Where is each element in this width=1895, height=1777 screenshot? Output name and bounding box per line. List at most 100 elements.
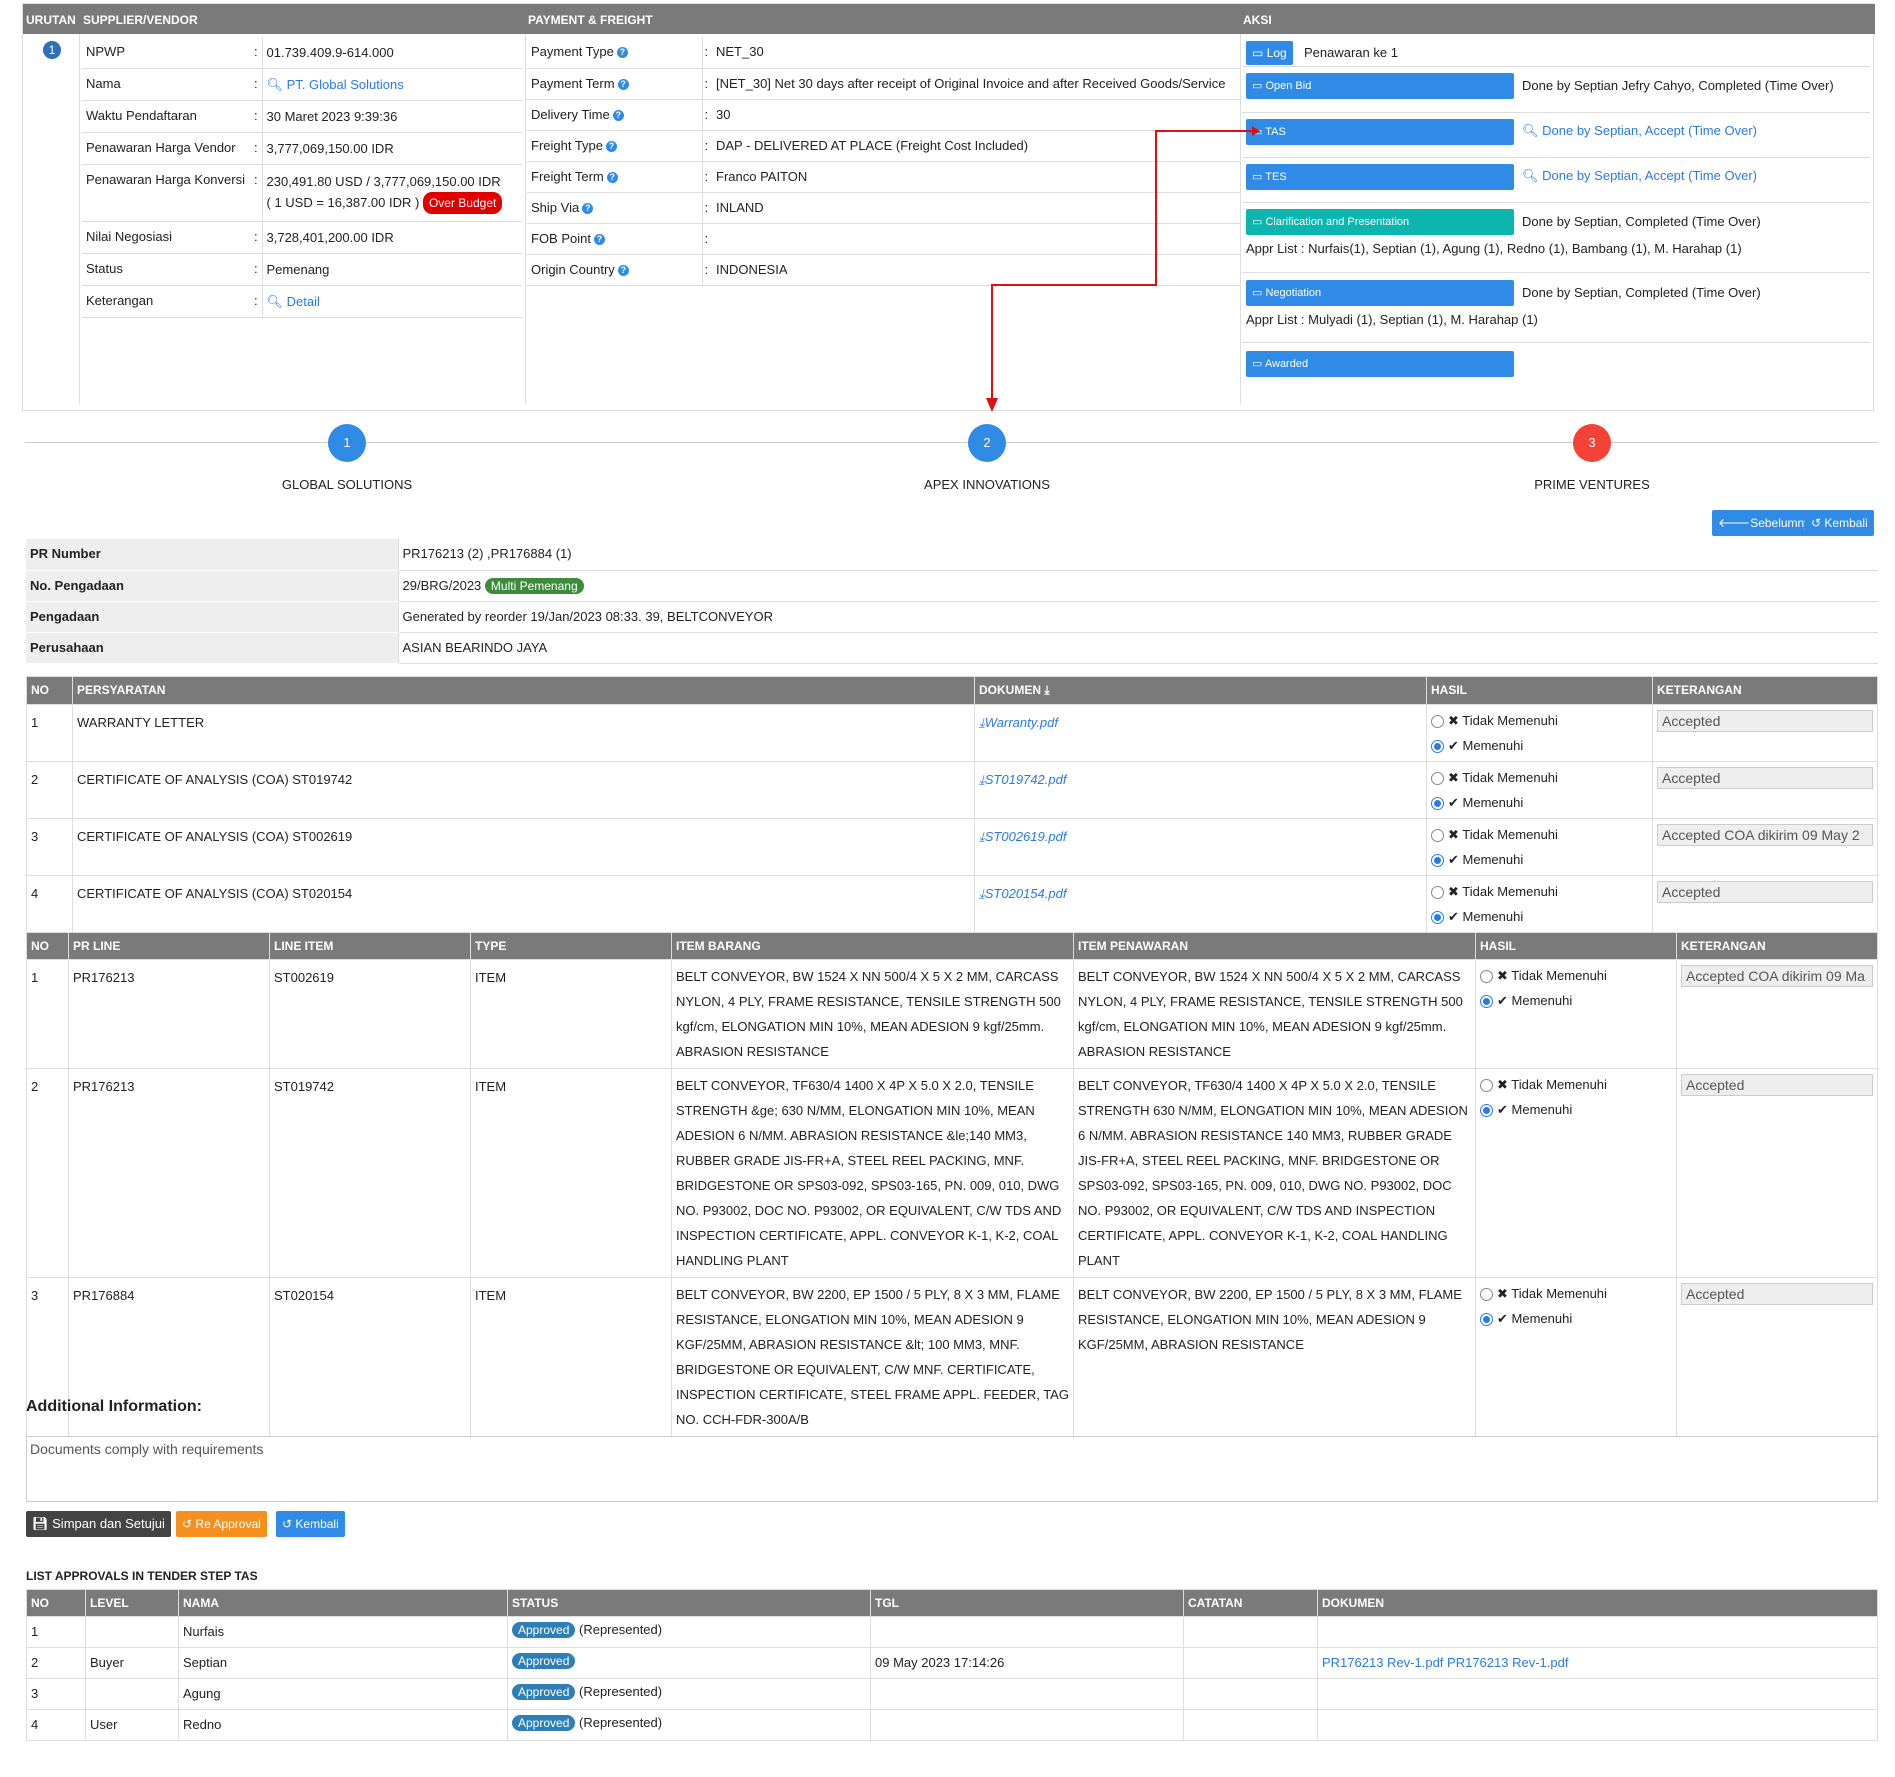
req-ket-cell: Accepted COA dikirim 09 May 2 (1652, 818, 1878, 876)
hasil-option-no[interactable]: ✖ Tidak Memenuhi (1480, 1281, 1672, 1306)
supplier-header: SUPPLIER/VENDOR (83, 13, 198, 27)
hasil-option-no[interactable]: ✖ Tidak Memenuhi (1431, 765, 1648, 790)
radio-tidak-memenuhi[interactable] (1431, 886, 1444, 900)
radio-tidak-memenuhi[interactable] (1480, 1288, 1493, 1302)
keterangan-input[interactable]: Accepted COA dikirim 09 Ma (1681, 965, 1873, 987)
appr-dokumen[interactable] (1317, 1616, 1878, 1648)
supplier-label: Status (82, 253, 252, 286)
req-hasil: ✖ Tidak Memenuhi ✔ Memenuhi (1426, 818, 1653, 876)
hasil-option-no[interactable]: ✖ Tidak Memenuhi (1431, 708, 1648, 733)
tes-status-link[interactable]: 🔍︎ Done by Septian, Accept (Time Over) (1522, 168, 1757, 183)
hasil-option-no[interactable]: ✖ Tidak Memenuhi (1431, 822, 1648, 847)
appr-dokumen[interactable]: PR176213 Rev-1.pdf PR176213 Rev-1.pdf (1317, 1647, 1878, 1679)
document-link[interactable]: ⤓ST020154.pdf (979, 886, 1067, 901)
represented-text: (Represented) (579, 1622, 663, 1637)
appr-status-cell: Approved (Represented) (507, 1616, 871, 1648)
info-value: PR176213 (2) ,PR176884 (1) (402, 546, 572, 561)
step-circle-1[interactable]: 1 (328, 424, 366, 462)
hasil-option-no[interactable]: ✖ Tidak Memenuhi (1431, 879, 1648, 904)
supplier-value-cell: 3,777,069,150.00 IDR (261, 132, 522, 165)
additional-info-textarea[interactable]: Documents comply with requirements (26, 1436, 1878, 1502)
hasil-option-yes[interactable]: ✔ Memenuhi (1431, 733, 1648, 758)
requirement-row: 2 CERTIFICATE OF ANALYSIS (COA) ST019742 ⤓… (26, 761, 1878, 819)
help-icon[interactable]: ? (593, 233, 605, 245)
appr-dokumen[interactable] (1317, 1709, 1878, 1741)
appr-nama: Redno (178, 1709, 508, 1741)
re-approval-button[interactable]: ↺ Re Approval (176, 1511, 267, 1537)
radio-memenuhi[interactable] (1480, 995, 1493, 1009)
help-icon[interactable]: ? (616, 47, 628, 59)
radio-memenuhi[interactable] (1480, 1313, 1493, 1327)
hasil-option-yes[interactable]: ✔ Memenuhi (1431, 790, 1648, 815)
vendor-name-link[interactable]: 🔍︎ PT. Global Solutions (266, 77, 404, 92)
radio-tidak-memenuhi[interactable] (1480, 970, 1493, 984)
step-circle-2[interactable]: 2 (968, 424, 1006, 462)
colon: : (701, 254, 712, 286)
radio-memenuhi[interactable] (1431, 854, 1444, 868)
radio-tidak-memenuhi[interactable] (1480, 1079, 1493, 1093)
document-link[interactable]: ⤓Warranty.pdf (979, 715, 1058, 730)
help-icon[interactable]: ? (617, 78, 629, 90)
approval-document-link[interactable]: PR176213 Rev-1.pdf PR176213 Rev-1.pdf (1322, 1655, 1569, 1670)
negotiation-button[interactable]: ▭ Negotiation (1246, 280, 1514, 306)
payment-label: Payment Term (531, 75, 615, 91)
hasil-option-no[interactable]: ✖ Tidak Memenuhi (1480, 1072, 1672, 1097)
hasil-option-no[interactable]: ✖ Tidak Memenuhi (1480, 963, 1672, 988)
help-icon[interactable]: ? (617, 264, 629, 276)
save-approve-button[interactable]: 💾︎ Simpan dan Setujui (26, 1511, 171, 1537)
hasil-option-yes[interactable]: ✔ Memenuhi (1480, 988, 1672, 1013)
radio-memenuhi[interactable] (1431, 740, 1444, 754)
log-button[interactable]: ▭ Log (1246, 41, 1293, 65)
radio-tidak-memenuhi[interactable] (1431, 715, 1444, 729)
keterangan-input[interactable]: Accepted (1681, 1283, 1873, 1305)
supplier-value-cell: 🔍︎ Detail (261, 285, 522, 318)
radio-memenuhi[interactable] (1480, 1104, 1493, 1118)
hasil-option-yes[interactable]: ✔ Memenuhi (1480, 1306, 1672, 1331)
keterangan-input[interactable]: Accepted (1657, 710, 1873, 732)
help-icon[interactable]: ? (582, 202, 594, 214)
requirements-table: NO PERSYARATAN DOKUMEN ⤓ HASIL KETERANGA… (26, 676, 1878, 933)
previous-button[interactable]: 🡐Sebelumnya (1712, 510, 1823, 536)
help-icon[interactable]: ? (606, 171, 618, 183)
x-icon: ✖ (1497, 1077, 1508, 1092)
keterangan-input[interactable]: Accepted (1657, 767, 1873, 789)
supplier-label: Penawaran Harga Vendor (82, 132, 252, 165)
radio-tidak-memenuhi[interactable] (1431, 772, 1444, 786)
help-icon[interactable]: ? (606, 140, 618, 152)
step-circle-3[interactable]: 3 (1573, 424, 1611, 462)
tas-status-link[interactable]: 🔍︎ Done by Septian, Accept (Time Over) (1522, 123, 1757, 138)
document-link[interactable]: ⤓ST002619.pdf (979, 829, 1067, 844)
payment-value: 30 (712, 99, 1240, 131)
tes-button[interactable]: ▭ TES (1246, 164, 1514, 190)
appr-dokumen[interactable] (1317, 1678, 1878, 1710)
keterangan-input[interactable]: Accepted (1681, 1074, 1873, 1096)
item-type: ITEM (470, 1068, 672, 1278)
item-row: 2 PR176213 ST019742 ITEM BELT CONVEYOR, TF63… (26, 1068, 1878, 1278)
hasil-option-yes[interactable]: ✔ Memenuhi (1480, 1097, 1672, 1122)
document-link[interactable]: ⤓ST019742.pdf (979, 772, 1067, 787)
back-button[interactable]: ↺ Kembali (276, 1511, 345, 1537)
payment-label-cell: Origin Country? (527, 254, 702, 286)
check-icon: ✔ (1448, 852, 1459, 867)
payment-label: Origin Country (531, 261, 615, 277)
colon: : (701, 223, 712, 255)
hasil-option-yes[interactable]: ✔ Memenuhi (1431, 847, 1648, 872)
info-label: No. Pengadaan (26, 570, 398, 602)
approval-row: 1 Nurfais Approved (Represented) (26, 1616, 1878, 1648)
hasil-option-yes[interactable]: ✔ Memenuhi (1431, 904, 1648, 929)
back-button-top[interactable]: ↺ Kembali (1805, 510, 1874, 536)
search-icon: 🔍︎ (1522, 123, 1539, 138)
help-icon[interactable]: ? (612, 109, 624, 121)
radio-memenuhi[interactable] (1431, 797, 1444, 811)
detail-link[interactable]: 🔍︎ Detail (266, 294, 320, 309)
keterangan-input[interactable]: Accepted (1657, 881, 1873, 903)
radio-tidak-memenuhi[interactable] (1431, 829, 1444, 843)
keterangan-input[interactable]: Accepted COA dikirim 09 May 2 (1657, 824, 1873, 846)
radio-memenuhi[interactable] (1431, 911, 1444, 925)
awarded-button[interactable]: ▭ Awarded (1246, 351, 1514, 377)
save-icon: 💾︎ (32, 1516, 49, 1531)
clarification-button[interactable]: ▭ Clarification and Presentation (1246, 209, 1514, 235)
requirement-row: 1 WARRANTY LETTER ⤓Warranty.pdf ✖ Tidak Mem… (26, 704, 1878, 762)
open-bid-button[interactable]: ▭ Open Bid (1246, 73, 1514, 99)
tas-button[interactable]: ▭ TAS (1246, 119, 1514, 145)
